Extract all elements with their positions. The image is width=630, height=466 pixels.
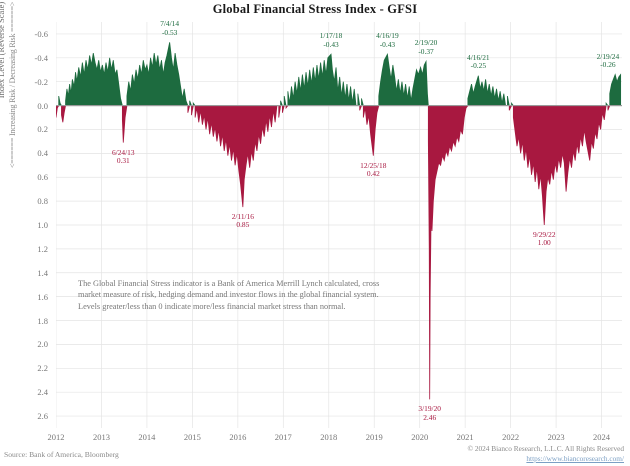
x-tick-2012: 2012 xyxy=(47,432,65,442)
y-tick-1.8: 1.8 xyxy=(37,315,48,326)
x-tick-2015: 2015 xyxy=(183,432,201,442)
annotation-4-16-19: 4/16/19 -0.43 xyxy=(352,32,422,49)
gfsi-series-svg xyxy=(55,22,622,428)
y-tick-0.4: 0.4 xyxy=(37,148,48,159)
x-tick-2021: 2021 xyxy=(456,432,474,442)
annotation-date: 4/16/21 xyxy=(467,52,490,62)
x-tick-2014: 2014 xyxy=(138,432,156,442)
y-tick-0.2: 0.2 xyxy=(37,124,48,135)
x-tick-2020: 2020 xyxy=(411,432,429,442)
copyright-text: © 2024 Bianco Research, L.L.C. All Right… xyxy=(467,444,624,453)
y-tick-1.6: 1.6 xyxy=(37,291,48,302)
annotation-3-19-20: 3/19/20 2.46 xyxy=(395,405,465,422)
annotation-2-19-24: 2/19/24 -0.26 xyxy=(573,51,630,70)
description-note: The Global Financial Stress indicator is… xyxy=(78,279,380,311)
y-tick-2.2: 2.2 xyxy=(37,363,48,374)
annotation-date: 3/19/20 xyxy=(418,404,441,414)
annotation-date: 2/19/20 xyxy=(414,38,438,48)
annotation-value: -0.43 xyxy=(379,39,396,49)
y-tick-2.0: 2.0 xyxy=(37,339,48,350)
annotation-value: 0.42 xyxy=(366,169,380,179)
annotation-date: 4/16/19 xyxy=(376,31,399,41)
annotation-4-16-21: 4/16/21 -0.25 xyxy=(443,52,513,71)
annotation-2-19-20: 2/19/20 -0.37 xyxy=(391,39,461,56)
annotation-value: -0.37 xyxy=(418,46,434,56)
y-tick-1.2: 1.2 xyxy=(37,243,48,254)
chart-title: Global Financial Stress Index - GFSI xyxy=(212,2,418,16)
x-tick-2022: 2022 xyxy=(502,432,520,442)
annotation-date: 7/4/14 xyxy=(160,19,180,29)
y-tick--0.4: -0.4 xyxy=(34,52,48,63)
y-tick-0.6: 0.6 xyxy=(37,172,48,183)
plot-area xyxy=(55,22,622,428)
x-tick-2018: 2018 xyxy=(320,432,338,442)
annotation-value: 2.46 xyxy=(423,412,437,422)
x-tick-2016: 2016 xyxy=(229,432,247,442)
annotation-value: 1.00 xyxy=(537,238,551,248)
y-tick--0.2: -0.2 xyxy=(34,76,48,87)
y-tick--0.6: -0.6 xyxy=(34,28,48,39)
annotation-6-24-13: 6/24/13 0.31 xyxy=(88,147,158,166)
y-tick-1.4: 1.4 xyxy=(37,267,48,278)
annotation-value: 0.85 xyxy=(236,220,250,230)
annotation-7-4-14: 7/4/14 -0.53 xyxy=(135,20,205,37)
annotation-date: 6/24/13 xyxy=(111,147,135,157)
annotation-date: 2/11/16 xyxy=(231,212,254,222)
y-tick-2.6: 2.6 xyxy=(37,411,48,422)
x-tick-2017: 2017 xyxy=(274,432,292,442)
annotation-date: 2/19/24 xyxy=(596,51,620,61)
source-credit: Source: Bank of America, Bloomberg xyxy=(4,450,119,459)
annotation-2-11-16: 2/11/16 0.85 xyxy=(208,212,278,230)
annotation-value: 0.31 xyxy=(116,156,130,165)
y-tick-2.4: 2.4 xyxy=(37,387,48,398)
annotation-date: 12/25/18 xyxy=(360,160,387,170)
annotation-12-25-18: 12/25/18 0.42 xyxy=(338,160,408,179)
x-tick-2024: 2024 xyxy=(593,432,611,442)
annotation-date: 9/29/22 xyxy=(532,230,556,239)
y-tick-0.8: 0.8 xyxy=(37,196,48,207)
copyright-block: © 2024 Bianco Research, L.L.C. All Right… xyxy=(467,444,624,463)
website-link[interactable]: https://www.biancoresearch.com/ xyxy=(526,453,624,463)
annotation-date: 1/17/18 xyxy=(319,31,343,41)
annotation-value: -0.43 xyxy=(323,39,339,49)
annotation-9-29-22: 9/29/22 1.00 xyxy=(509,230,579,248)
annotation-value: -0.25 xyxy=(470,61,487,71)
annotation-1-17-18: 1/17/18 -0.43 xyxy=(296,32,366,49)
x-tick-2019: 2019 xyxy=(365,432,383,442)
x-tick-2023: 2023 xyxy=(547,432,565,442)
y-tick-0.0: 0.0 xyxy=(37,100,48,111)
y-tick-1.0: 1.0 xyxy=(37,220,48,230)
x-tick-2013: 2013 xyxy=(92,432,110,442)
annotation-value: -0.53 xyxy=(161,27,178,37)
annotation-value: -0.26 xyxy=(600,59,616,69)
